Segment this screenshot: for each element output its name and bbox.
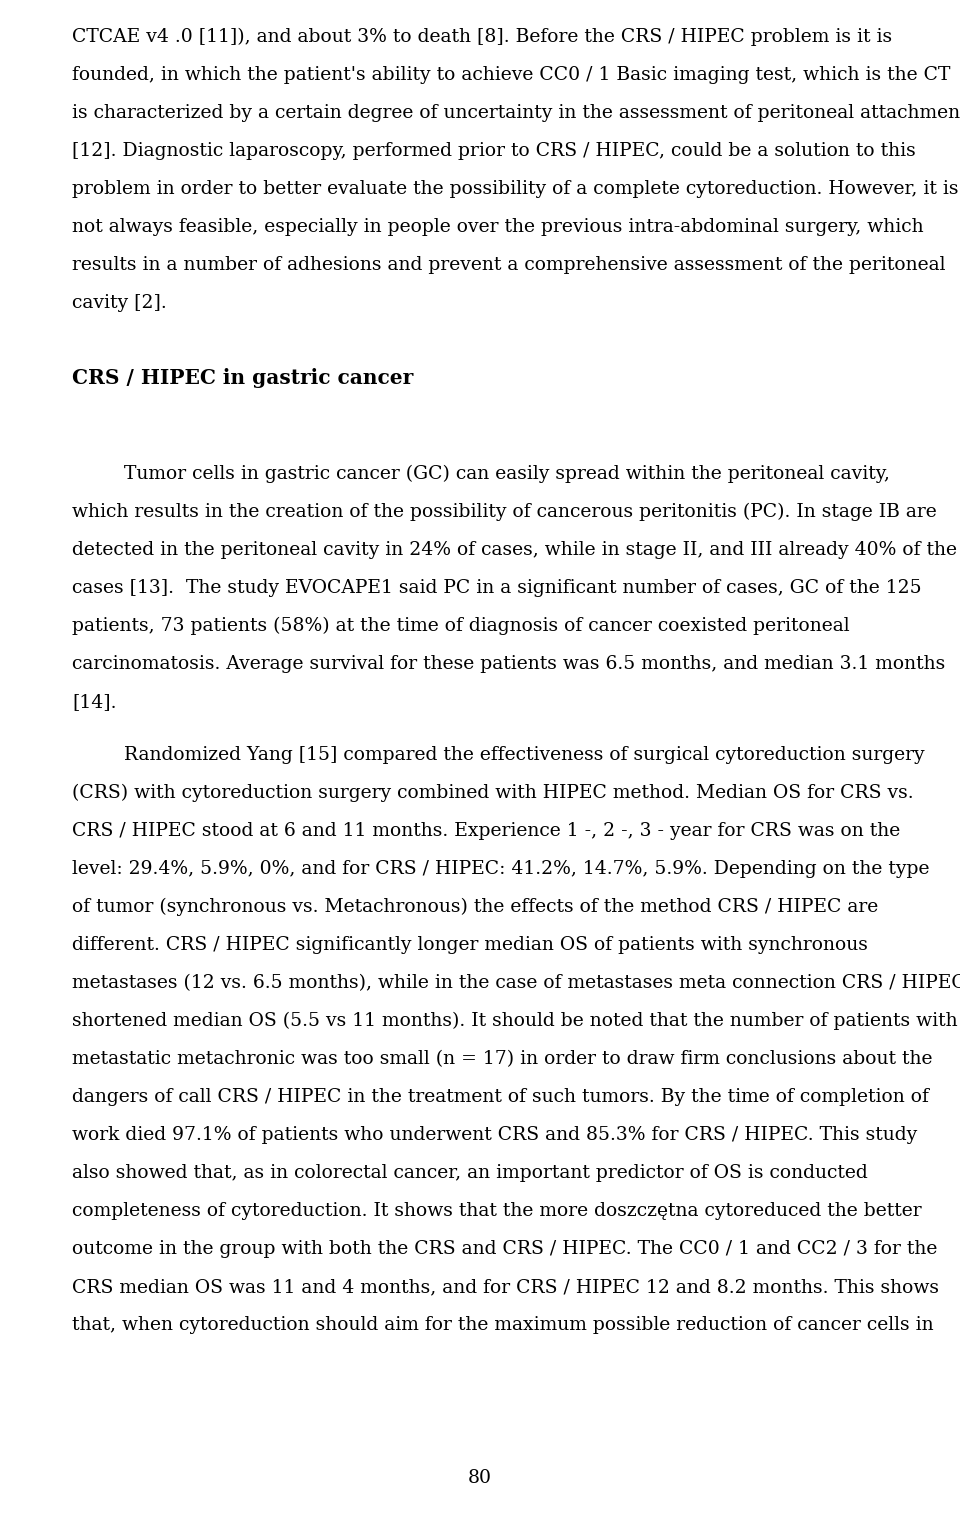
Text: level: 29.4%, 5.9%, 0%, and for CRS / HIPEC: 41.2%, 14.7%, 5.9%. Depending on th: level: 29.4%, 5.9%, 0%, and for CRS / HI… (72, 861, 929, 879)
Text: shortened median OS (5.5 vs 11 months). It should be noted that the number of pa: shortened median OS (5.5 vs 11 months). … (72, 1012, 958, 1030)
Text: CRS / HIPEC stood at 6 and 11 months. Experience 1 -, 2 -, 3 - year for CRS was : CRS / HIPEC stood at 6 and 11 months. Ex… (72, 823, 900, 841)
Text: [12]. Diagnostic laparoscopy, performed prior to CRS / HIPEC, could be a solutio: [12]. Diagnostic laparoscopy, performed … (72, 142, 916, 160)
Text: (CRS) with cytoreduction surgery combined with HIPEC method. Median OS for CRS v: (CRS) with cytoreduction surgery combine… (72, 784, 914, 802)
Text: work died 97.1% of patients who underwent CRS and 85.3% for CRS / HIPEC. This st: work died 97.1% of patients who underwen… (72, 1127, 917, 1144)
Text: outcome in the group with both the CRS and CRS / HIPEC. The CC0 / 1 and CC2 / 3 : outcome in the group with both the CRS a… (72, 1241, 937, 1259)
Text: 80: 80 (468, 1469, 492, 1487)
Text: metastatic metachronic was too small (n = 17) in order to draw firm conclusions : metastatic metachronic was too small (n … (72, 1050, 932, 1068)
Text: CRS / HIPEC in gastric cancer: CRS / HIPEC in gastric cancer (72, 368, 413, 389)
Text: problem in order to better evaluate the possibility of a complete cytoreduction.: problem in order to better evaluate the … (72, 180, 958, 198)
Text: CTCAE v4 .0 [11]), and about 3% to death [8]. Before the CRS / HIPEC problem is : CTCAE v4 .0 [11]), and about 3% to death… (72, 29, 892, 47)
Text: Tumor cells in gastric cancer (GC) can easily spread within the peritoneal cavit: Tumor cells in gastric cancer (GC) can e… (124, 464, 890, 483)
Text: also showed that, as in colorectal cancer, an important predictor of OS is condu: also showed that, as in colorectal cance… (72, 1165, 868, 1183)
Text: completeness of cytoreduction. It shows that the more doszczętna cytoreduced the: completeness of cytoreduction. It shows … (72, 1203, 922, 1221)
Text: [14].: [14]. (72, 693, 116, 711)
Text: results in a number of adhesions and prevent a comprehensive assessment of the p: results in a number of adhesions and pre… (72, 256, 946, 274)
Text: cases [13].  The study EVOCAPE1 said PC in a significant number of cases, GC of : cases [13]. The study EVOCAPE1 said PC i… (72, 579, 922, 598)
Text: different. CRS / HIPEC significantly longer median OS of patients with synchrono: different. CRS / HIPEC significantly lon… (72, 937, 868, 955)
Text: metastases (12 vs. 6.5 months), while in the case of metastases meta connection : metastases (12 vs. 6.5 months), while in… (72, 974, 960, 993)
Text: cavity [2].: cavity [2]. (72, 295, 167, 312)
Text: dangers of call CRS / HIPEC in the treatment of such tumors. By the time of comp: dangers of call CRS / HIPEC in the treat… (72, 1088, 929, 1106)
Text: of tumor (synchronous vs. Metachronous) the effects of the method CRS / HIPEC ar: of tumor (synchronous vs. Metachronous) … (72, 899, 878, 917)
Text: that, when cytoreduction should aim for the maximum possible reduction of cancer: that, when cytoreduction should aim for … (72, 1316, 934, 1334)
Text: which results in the creation of the possibility of cancerous peritonitis (PC). : which results in the creation of the pos… (72, 502, 937, 522)
Text: CRS median OS was 11 and 4 months, and for CRS / HIPEC 12 and 8.2 months. This s: CRS median OS was 11 and 4 months, and f… (72, 1278, 939, 1297)
Text: not always feasible, especially in people over the previous intra-abdominal surg: not always feasible, especially in peopl… (72, 218, 924, 236)
Text: detected in the peritoneal cavity in 24% of cases, while in stage II, and III al: detected in the peritoneal cavity in 24%… (72, 542, 957, 560)
Text: is characterized by a certain degree of uncertainty in the assessment of periton: is characterized by a certain degree of … (72, 104, 960, 123)
Text: Randomized Yang [15] compared the effectiveness of surgical cytoreduction surger: Randomized Yang [15] compared the effect… (124, 746, 924, 764)
Text: founded, in which the patient's ability to achieve CC0 / 1 Basic imaging test, w: founded, in which the patient's ability … (72, 67, 950, 85)
Text: patients, 73 patients (58%) at the time of diagnosis of cancer coexisted periton: patients, 73 patients (58%) at the time … (72, 617, 850, 635)
Text: carcinomatosis. Average survival for these patients was 6.5 months, and median 3: carcinomatosis. Average survival for the… (72, 655, 946, 673)
